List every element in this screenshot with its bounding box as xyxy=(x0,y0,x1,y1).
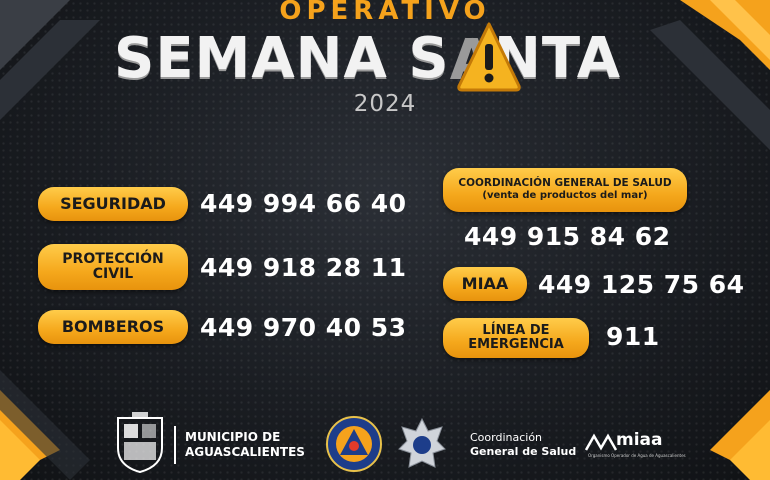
label-miaa-text: MIAA xyxy=(461,273,509,293)
label-seguridad: SEGURIDAD xyxy=(38,187,188,221)
miaa-drop-icon xyxy=(584,433,618,451)
salud-line2: General de Salud xyxy=(470,445,577,458)
municipio-name: MUNICIPIO DE AGUASCALIENTES xyxy=(185,430,305,460)
miaa-tagline: Organismo Operador de Agua de Aguascalie… xyxy=(588,453,686,458)
warning-triangle-icon xyxy=(457,22,521,92)
proteccion-civil-seal-icon xyxy=(326,416,382,472)
phone-linea-emergencia: 911 xyxy=(606,322,660,351)
phone-coordinacion-salud: 449 915 84 62 xyxy=(464,222,671,251)
label-proteccion-civil-line2: CIVIL xyxy=(92,266,134,282)
bottom-left-corner-decoration xyxy=(0,370,90,480)
top-left-corner-decoration xyxy=(0,0,100,120)
label-linea-emergencia-line2: EMERGENCIA xyxy=(468,337,564,352)
bottom-right-corner-decoration xyxy=(710,390,770,480)
label-proteccion-civil: PROTECCIÓN CIVIL xyxy=(38,244,188,290)
header-kicker: OPERATIVO xyxy=(279,0,491,26)
header-title: SEMANA SANTA xyxy=(114,26,621,91)
municipio-coat-of-arms-icon xyxy=(117,412,163,474)
municipio-line2: AGUASCALIENTES xyxy=(185,445,305,459)
label-proteccion-civil-line1: PROTECCIÓN xyxy=(62,251,164,268)
label-coordinacion-salud: COORDINACIÓN GENERAL DE SALUD (venta de … xyxy=(443,168,687,212)
municipio-line1: MUNICIPIO DE xyxy=(185,430,281,444)
police-badge-icon xyxy=(398,417,446,468)
label-coordinacion-salud-line2: (venta de productos del mar) xyxy=(482,190,648,202)
phone-bomberos: 449 970 40 53 xyxy=(200,313,407,342)
label-seguridad-text: SEGURIDAD xyxy=(60,193,166,213)
footer-divider xyxy=(174,426,176,464)
top-right-corner-decoration xyxy=(650,0,770,150)
label-miaa: MIAA xyxy=(443,267,527,301)
label-coordinacion-salud-line1: COORDINACIÓN GENERAL DE SALUD xyxy=(458,177,672,190)
coordinacion-salud-logo: Coordinación General de Salud xyxy=(470,431,576,459)
phone-seguridad: 449 994 66 40 xyxy=(200,189,407,218)
header-year: 2024 xyxy=(353,91,417,117)
label-bomberos: BOMBEROS xyxy=(38,310,188,344)
miaa-logo-text: miaa xyxy=(616,430,663,450)
phone-miaa: 449 125 75 64 xyxy=(538,270,745,299)
salud-line1: Coordinación xyxy=(470,431,543,444)
label-linea-emergencia-line1: LÍNEA DE xyxy=(482,323,550,339)
label-bomberos-text: BOMBEROS xyxy=(61,316,165,336)
label-linea-emergencia: LÍNEA DE EMERGENCIA xyxy=(443,318,589,358)
header-title-part1: SEMANA S xyxy=(114,26,450,91)
phone-proteccion-civil: 449 918 28 11 xyxy=(200,253,407,282)
